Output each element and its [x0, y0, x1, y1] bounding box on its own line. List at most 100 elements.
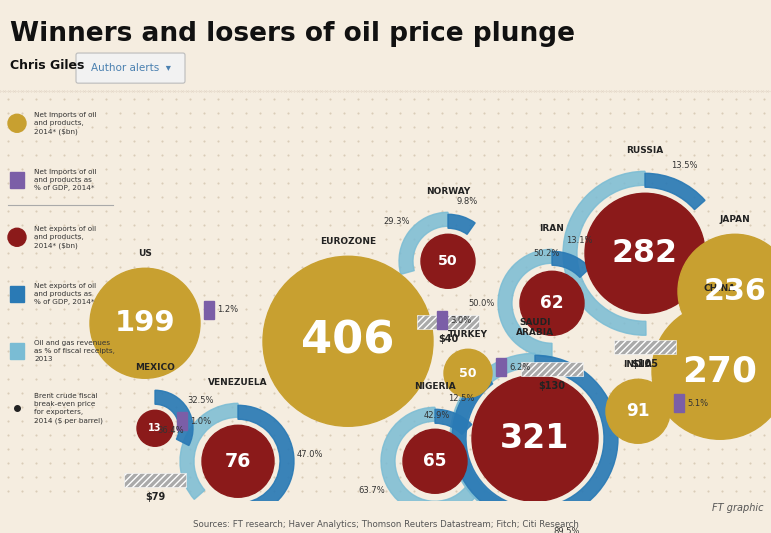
Text: MEXICO: MEXICO: [135, 364, 175, 372]
Text: NORWAY: NORWAY: [426, 187, 470, 196]
Wedge shape: [563, 171, 646, 335]
Text: Winners and losers of oil price plunge: Winners and losers of oil price plunge: [10, 20, 575, 46]
FancyBboxPatch shape: [76, 53, 185, 83]
Text: 62: 62: [540, 294, 564, 312]
Bar: [177, 412, 187, 430]
Text: 47.0%: 47.0%: [296, 450, 323, 459]
Text: 1.0%: 1.0%: [190, 417, 211, 425]
Circle shape: [444, 349, 492, 397]
Text: Net imports of oil
and products,
2014* ($bn): Net imports of oil and products, 2014* (…: [34, 112, 96, 134]
Wedge shape: [498, 249, 552, 357]
Bar: [10, 172, 24, 188]
Text: Net exports of oil
and products as
% of GDP, 2014*: Net exports of oil and products as % of …: [34, 283, 96, 305]
Text: 199: 199: [115, 309, 175, 337]
Text: $105: $105: [631, 359, 658, 369]
Text: 12.5%: 12.5%: [448, 394, 474, 403]
Circle shape: [90, 268, 200, 378]
Bar: [674, 394, 684, 412]
Circle shape: [520, 271, 584, 335]
Text: $79: $79: [145, 492, 165, 502]
Text: 50: 50: [460, 367, 476, 380]
Text: JAPAN: JAPAN: [719, 215, 750, 224]
Bar: [521, 362, 583, 376]
Text: 29.3%: 29.3%: [383, 217, 409, 227]
Text: 63.7%: 63.7%: [358, 486, 385, 495]
Text: VENEZUELA: VENEZUELA: [208, 378, 268, 387]
Wedge shape: [381, 407, 476, 515]
Text: Brent crude fiscal
break-even price
for exporters,
2014 ($ per barrel): Brent crude fiscal break-even price for …: [34, 393, 103, 424]
Wedge shape: [435, 409, 472, 434]
Text: EUROZONE: EUROZONE: [320, 237, 376, 246]
Text: 321: 321: [500, 422, 570, 455]
Text: 3.0%: 3.0%: [450, 316, 471, 325]
Text: 13.1%: 13.1%: [566, 237, 592, 246]
Text: CHINA: CHINA: [704, 284, 736, 293]
Bar: [437, 311, 447, 329]
Text: Sources: FT research; Haver Analytics; Thomson Reuters Datastream; Fitch; Citi R: Sources: FT research; Haver Analytics; T…: [193, 520, 578, 529]
Wedge shape: [399, 212, 448, 274]
Text: 236: 236: [704, 277, 766, 306]
Text: 50.0%: 50.0%: [469, 299, 495, 308]
Text: 91: 91: [626, 402, 650, 421]
Wedge shape: [180, 403, 238, 499]
Text: 32.5%: 32.5%: [188, 395, 214, 405]
Text: 13: 13: [148, 423, 162, 433]
Text: INDIA: INDIA: [624, 360, 652, 369]
Circle shape: [8, 114, 26, 132]
Text: TURKEY: TURKEY: [448, 330, 488, 340]
Text: FT graphic: FT graphic: [712, 503, 763, 513]
Bar: [10, 343, 24, 359]
Text: Author alerts  ▾: Author alerts ▾: [91, 63, 171, 73]
Bar: [614, 340, 676, 354]
Text: Net imports of oil
and products as
% of GDP, 2014*: Net imports of oil and products as % of …: [34, 169, 96, 191]
Circle shape: [652, 303, 771, 439]
Text: RUSSIA: RUSSIA: [626, 146, 664, 155]
Wedge shape: [452, 356, 618, 521]
Text: 282: 282: [612, 238, 678, 269]
Text: Net exports of oil
and products,
2014* ($bn): Net exports of oil and products, 2014* (…: [34, 226, 96, 248]
Text: 270: 270: [682, 354, 757, 388]
Text: $40: $40: [438, 334, 458, 344]
Text: $130: $130: [538, 381, 565, 391]
Bar: [417, 316, 479, 329]
Text: 42.9%: 42.9%: [423, 411, 449, 421]
Circle shape: [8, 228, 26, 246]
Text: 65: 65: [423, 453, 446, 470]
Circle shape: [585, 193, 705, 313]
Text: 5.1%: 5.1%: [687, 399, 708, 408]
Text: 36.4%: 36.4%: [157, 426, 184, 435]
Text: US: US: [138, 249, 152, 259]
Text: 50: 50: [438, 254, 458, 268]
Circle shape: [137, 410, 173, 446]
Circle shape: [472, 375, 598, 501]
Wedge shape: [645, 173, 705, 209]
Text: 13.5%: 13.5%: [672, 161, 698, 170]
Wedge shape: [238, 405, 294, 516]
Wedge shape: [552, 251, 590, 278]
Bar: [124, 473, 186, 487]
Text: 1.2%: 1.2%: [217, 305, 238, 314]
Text: Oil and gas revenues
as % of fiscal receipts,
2013: Oil and gas revenues as % of fiscal rece…: [34, 340, 115, 362]
Circle shape: [606, 379, 670, 443]
Text: Chris Giles: Chris Giles: [10, 59, 84, 72]
Text: 6.2%: 6.2%: [509, 363, 530, 372]
Bar: [204, 301, 214, 319]
Text: 76: 76: [225, 452, 251, 471]
Bar: [504, 528, 566, 533]
Text: IRAN: IRAN: [540, 224, 564, 233]
Bar: [496, 358, 506, 376]
Text: SAUDI
ARABIA: SAUDI ARABIA: [516, 318, 554, 337]
Wedge shape: [450, 353, 535, 515]
Circle shape: [403, 429, 467, 493]
Text: 50.2%: 50.2%: [534, 249, 561, 259]
Wedge shape: [155, 390, 193, 446]
Circle shape: [678, 235, 771, 348]
Bar: [207, 524, 269, 533]
Text: 89.5%: 89.5%: [554, 528, 581, 533]
Text: 406: 406: [301, 320, 395, 363]
Text: 9.8%: 9.8%: [456, 197, 478, 206]
Bar: [404, 520, 466, 533]
Circle shape: [421, 235, 475, 288]
Circle shape: [263, 256, 433, 426]
Text: NIGERIA: NIGERIA: [414, 382, 456, 391]
